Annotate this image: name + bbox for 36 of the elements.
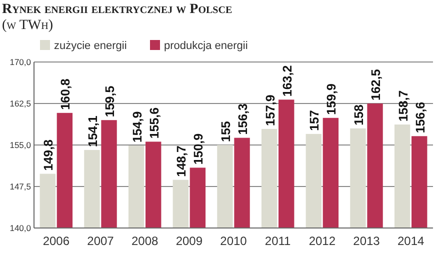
x-tick-label: 2008 [131,234,159,248]
x-tick-label: 2014 [397,234,425,248]
data-label: 148,7 [174,146,189,177]
x-tick-label: 2010 [220,234,248,248]
x-tick-label: 2011 [264,234,292,248]
data-label: 158 [352,104,366,126]
x-tick-label: 2013 [353,234,380,248]
data-label: 163,2 [280,65,294,97]
data-label: 158,7 [396,90,410,122]
data-label: 154,9 [130,111,144,143]
data-label: 156,3 [236,103,250,135]
x-tick-label: 2006 [42,234,70,248]
data-label: 154,1 [86,116,100,147]
x-tick-label: 2009 [176,234,203,248]
data-label: 162,5 [369,69,384,100]
data-label: 149,8 [42,139,56,171]
y-tick-label: 140,0 [10,223,32,233]
y-tick-label: 170,0 [10,57,32,67]
data-label: 155,6 [147,107,162,139]
chart-title: Rynek energii elektrycznej w Polsce [2,2,232,17]
data-label: 157 [308,110,322,131]
data-label: 159,9 [324,84,339,115]
x-tick-label: 2007 [87,234,114,248]
x-tick-label: 2012 [308,234,336,248]
legend-label: zużycie energii [54,40,127,52]
data-label: 150,9 [192,133,206,165]
chart-subtitle: (w TWh) [2,18,54,33]
data-label: 157,9 [263,94,278,126]
y-tick-label: 162,5 [10,98,32,108]
y-tick-label: 155,0 [10,140,32,150]
data-label: 160,8 [58,78,73,110]
data-label: 156,6 [413,102,428,134]
legend-label: produkcja energii [164,40,248,52]
y-tick-label: 147,5 [10,182,32,192]
data-label: 155 [218,121,233,142]
data-label: 159,5 [103,86,118,118]
